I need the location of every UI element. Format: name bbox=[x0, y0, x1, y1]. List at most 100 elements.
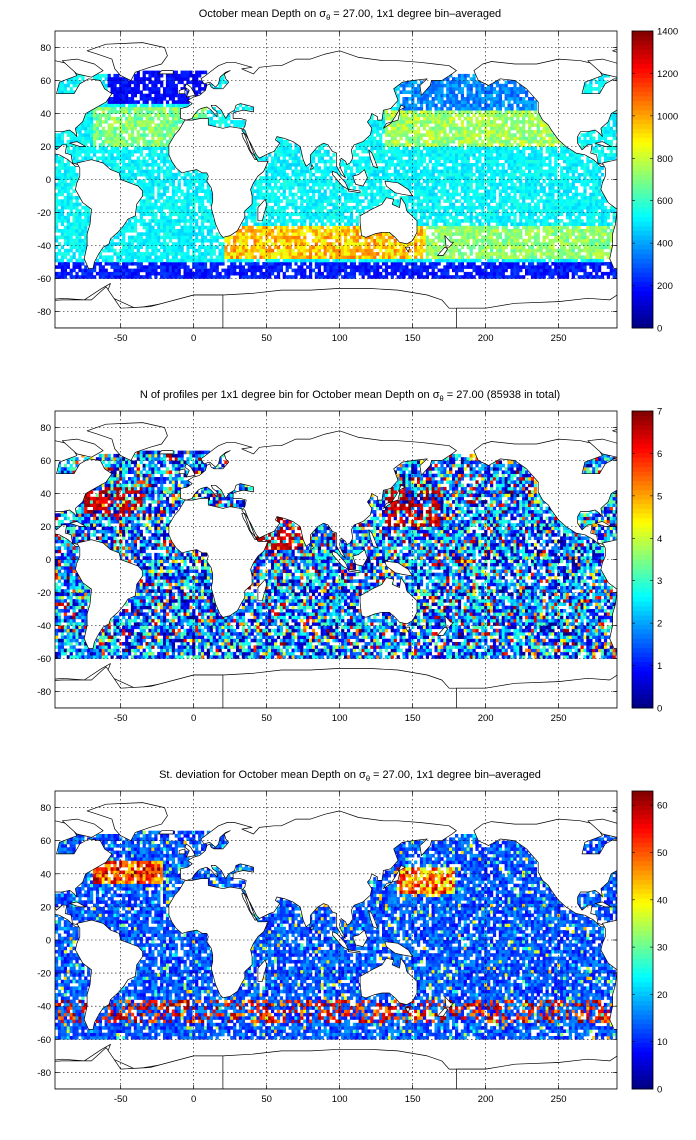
heatmap-cell bbox=[110, 156, 114, 160]
heatmap-cell bbox=[163, 192, 167, 197]
heatmap-cell bbox=[160, 212, 164, 217]
heatmap-cell bbox=[341, 209, 345, 213]
heatmap-cell bbox=[419, 172, 424, 177]
heatmap-cell bbox=[379, 255, 383, 259]
heatmap-cell bbox=[571, 219, 575, 223]
heatmap-cell bbox=[320, 232, 324, 236]
heatmap-cell bbox=[443, 189, 447, 193]
heatmap-cell bbox=[533, 172, 538, 177]
heatmap-cell bbox=[513, 182, 517, 187]
heatmap-cell bbox=[478, 232, 482, 236]
heatmap-cell bbox=[466, 229, 470, 233]
heatmap-cell bbox=[563, 156, 567, 160]
heatmap-cell bbox=[463, 235, 467, 240]
heatmap-cell bbox=[165, 242, 170, 246]
heatmap-cell bbox=[373, 268, 377, 273]
heatmap-cell bbox=[600, 172, 605, 177]
heatmap-cell bbox=[571, 245, 575, 250]
heatmap-cell bbox=[571, 232, 575, 236]
heatmap-cell bbox=[300, 205, 304, 210]
heatmap-cell bbox=[352, 159, 357, 164]
heatmap-cell bbox=[519, 245, 523, 250]
heatmap-cell bbox=[69, 255, 73, 259]
heatmap-cell bbox=[151, 189, 155, 193]
heatmap-cell bbox=[113, 268, 117, 273]
heatmap-cell bbox=[271, 172, 275, 177]
heatmap-cell bbox=[434, 163, 438, 167]
heatmap-cell bbox=[370, 265, 374, 269]
heatmap-cell bbox=[598, 238, 602, 243]
heatmap-cell bbox=[393, 248, 397, 253]
heatmap-cell bbox=[577, 202, 581, 207]
heatmap-cell bbox=[457, 212, 462, 217]
heatmap-cell bbox=[580, 265, 584, 269]
heatmap-cell bbox=[472, 189, 476, 193]
heatmap-cell bbox=[198, 268, 202, 273]
heatmap-cell bbox=[452, 258, 456, 263]
heatmap-cell bbox=[238, 271, 243, 276]
heatmap-cell bbox=[495, 153, 500, 157]
heatmap-cell bbox=[452, 209, 456, 213]
heatmap-cell bbox=[189, 179, 193, 184]
heatmap-cell bbox=[574, 159, 578, 164]
heatmap-cell bbox=[201, 271, 205, 276]
heatmap-cell bbox=[163, 215, 167, 220]
heatmap-cell bbox=[349, 169, 354, 174]
heatmap-cell bbox=[288, 166, 292, 170]
heatmap-cell bbox=[151, 186, 155, 190]
heatmap-cell bbox=[554, 182, 558, 187]
heatmap-cell bbox=[419, 219, 424, 223]
heatmap-cell bbox=[198, 172, 202, 177]
heatmap-cell bbox=[279, 238, 284, 243]
heatmap-cell bbox=[592, 232, 596, 236]
heatmap-cell bbox=[209, 199, 213, 203]
heatmap-cell bbox=[69, 196, 73, 200]
heatmap-cell bbox=[446, 192, 450, 197]
heatmap-cell bbox=[130, 248, 135, 253]
heatmap-cell bbox=[530, 245, 535, 250]
heatmap-cell bbox=[163, 169, 167, 174]
heatmap-cell bbox=[449, 238, 453, 243]
heatmap-cell bbox=[69, 229, 73, 233]
heatmap-cell bbox=[501, 219, 505, 223]
heatmap-cell bbox=[125, 179, 129, 184]
heatmap-cell bbox=[55, 199, 59, 203]
heatmap-cell bbox=[600, 242, 605, 246]
heatmap-cell bbox=[253, 271, 257, 276]
heatmap-cell bbox=[554, 205, 558, 210]
heatmap-cell bbox=[344, 196, 348, 200]
heatmap-cell bbox=[603, 252, 608, 256]
heatmap-cell bbox=[279, 192, 284, 197]
heatmap-cell bbox=[253, 238, 257, 243]
heatmap-cell bbox=[507, 229, 511, 233]
heatmap-cell bbox=[603, 219, 608, 223]
heatmap-cell bbox=[484, 238, 488, 243]
heatmap-cell bbox=[122, 172, 126, 177]
heatmap-cell bbox=[180, 219, 184, 223]
heatmap-cell bbox=[440, 235, 444, 240]
heatmap-cell bbox=[399, 248, 403, 253]
heatmap-cell bbox=[186, 192, 190, 197]
heatmap-cell bbox=[563, 265, 567, 269]
heatmap-cell bbox=[528, 262, 532, 266]
heatmap-cell bbox=[157, 182, 161, 187]
heatmap-cell bbox=[341, 262, 345, 266]
heatmap-cell bbox=[530, 182, 535, 187]
heatmap-cell bbox=[519, 258, 523, 263]
heatmap-cell bbox=[565, 242, 570, 246]
heatmap-cell bbox=[548, 159, 552, 164]
heatmap-cell bbox=[603, 209, 608, 213]
heatmap-cell bbox=[151, 252, 155, 256]
heatmap-cell bbox=[265, 232, 269, 236]
heatmap-cell bbox=[484, 271, 488, 276]
heatmap-cell bbox=[522, 199, 526, 203]
heatmap-cell bbox=[583, 172, 587, 177]
heatmap-cell bbox=[198, 229, 202, 233]
heatmap-cell bbox=[472, 192, 476, 197]
heatmap-cell bbox=[428, 156, 432, 160]
heatmap-cell bbox=[504, 199, 508, 203]
heatmap-cell bbox=[265, 255, 269, 259]
heatmap-cell bbox=[180, 215, 184, 220]
heatmap-cell bbox=[259, 238, 263, 243]
heatmap-cell bbox=[148, 245, 152, 250]
